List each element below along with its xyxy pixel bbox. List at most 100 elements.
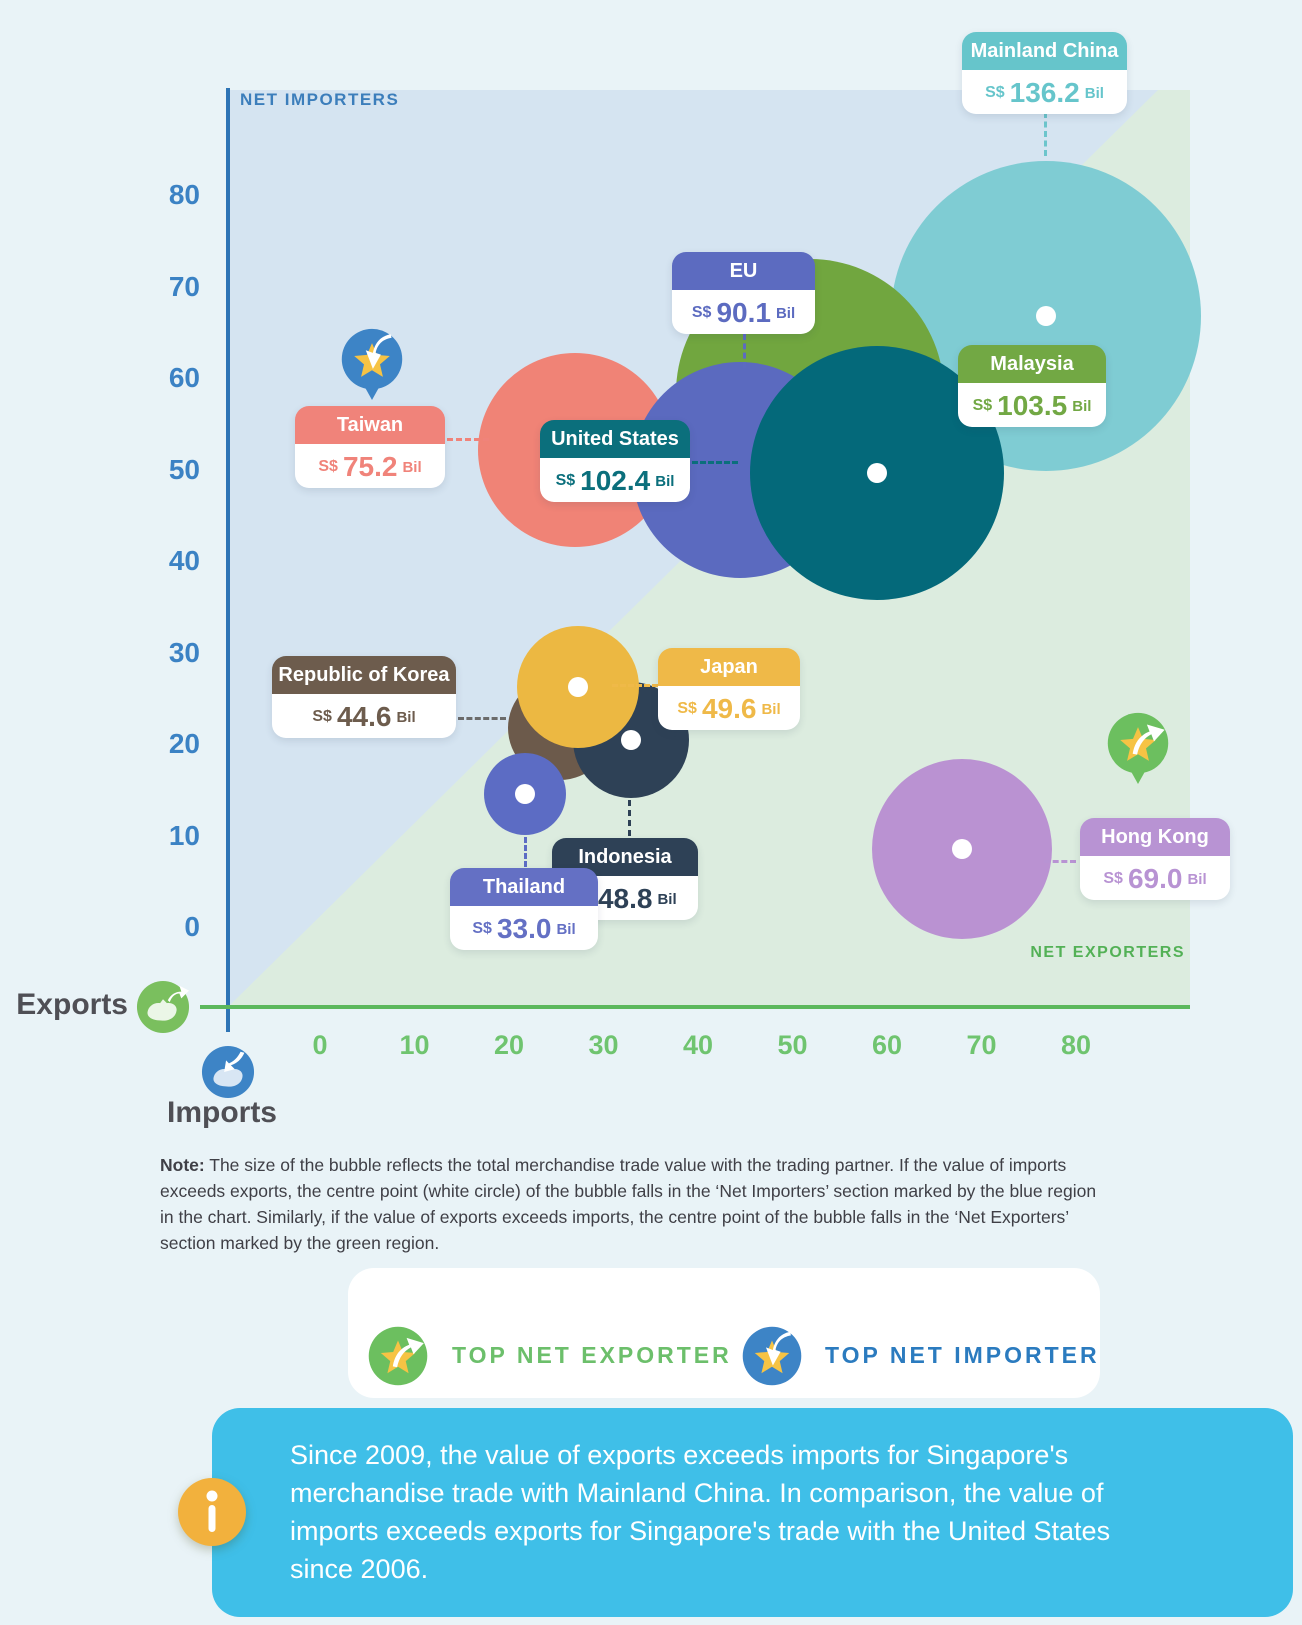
x-tick-0: 0	[312, 1030, 328, 1060]
top-net-exporter-badge-icon	[1107, 712, 1169, 784]
card-connector	[1044, 112, 1047, 156]
card-connector	[524, 837, 527, 867]
unit: Bil	[1084, 84, 1104, 102]
card-title: EU	[672, 252, 815, 290]
card-title: Thailand	[450, 868, 598, 906]
y-tick-80: 80	[168, 179, 200, 210]
x-tick-80: 80	[1060, 1030, 1092, 1060]
bubble-centre-dot-united_states	[867, 463, 887, 483]
card-title: Malaysia	[958, 345, 1106, 383]
y-tick-10: 10	[168, 819, 200, 851]
bubble-centre-dot-hong_kong	[952, 839, 972, 859]
card-title: Japan	[658, 648, 800, 686]
card-connector	[628, 800, 631, 836]
top-net-importer-label: TOP NET IMPORTER	[825, 1342, 1100, 1368]
x-tick-60: 60	[871, 1030, 903, 1060]
y-tick-30: 30	[168, 636, 200, 668]
top-net-exporter-label: TOP NET EXPORTER	[452, 1342, 732, 1368]
top-net-importer-badge-icon	[341, 328, 403, 400]
y-tick-70: 70	[168, 270, 200, 302]
value: 102.4	[580, 465, 651, 496]
x-axis-line	[200, 1005, 1190, 1009]
card-connector	[743, 334, 746, 368]
legend-card	[348, 1268, 1100, 1398]
y-tick-60: 60	[168, 362, 200, 393]
note-paragraph: Note: The size of the bubble reflects th…	[160, 1152, 1250, 1256]
value: 136.2	[1009, 77, 1080, 108]
currency: S$	[985, 84, 1005, 101]
y-axis-title: Imports	[166, 1096, 277, 1129]
x-tick-10: 10	[399, 1030, 430, 1060]
currency: S$	[318, 458, 338, 475]
y-tick-20: 20	[168, 728, 200, 759]
unit: Bil	[775, 304, 796, 322]
label-card-malaysia: Malaysia S$ 103.5 Bil	[958, 345, 1106, 427]
card-title: Taiwan	[295, 406, 445, 444]
unit: Bil	[761, 700, 781, 718]
label-card-eu: EU S$ 90.1 Bil	[672, 252, 815, 334]
label-card-thailand: Thailand S$ 33.0 Bil	[450, 868, 598, 950]
bubble-centre-dot-mainland_china	[1036, 306, 1056, 326]
currency: S$	[472, 920, 492, 937]
card-title: Hong Kong	[1080, 818, 1230, 856]
card-title: Indonesia	[552, 838, 698, 876]
currency: S$	[1103, 870, 1123, 887]
value: 75.2	[342, 451, 398, 482]
net-importers-label: NET IMPORTERS	[240, 90, 400, 109]
value: 103.5	[997, 390, 1068, 421]
unit: Bil	[657, 890, 677, 908]
exports-singapore-icon	[136, 980, 190, 1034]
card-title: United States	[540, 420, 690, 458]
card-connector	[447, 438, 489, 441]
unit: Bil	[655, 472, 675, 490]
info-text: Since 2009, the value of exports exceeds…	[290, 1440, 1111, 1584]
label-card-japan: Japan S$ 49.6 Bil	[658, 648, 800, 730]
value: 90.1	[716, 297, 771, 328]
y-axis-line	[226, 88, 230, 1032]
label-card-united-states: United States S$ 102.4 Bil	[540, 420, 690, 502]
card-title: Republic of Korea	[272, 656, 456, 694]
currency: S$	[312, 708, 332, 725]
currency: S$	[691, 304, 712, 321]
x-tick-30: 30	[588, 1030, 619, 1060]
label-card-taiwan: Taiwan S$ 75.2 Bil	[295, 406, 445, 488]
unit: Bil	[1187, 870, 1207, 888]
value: 44.6	[336, 701, 392, 732]
card-connector	[458, 717, 506, 720]
label-card-mainland-china: Mainland China S$ 136.2 Bil	[962, 32, 1127, 114]
info-box	[212, 1408, 1293, 1617]
y-tick-0: 0	[184, 911, 200, 942]
y-tick-40: 40	[168, 545, 200, 576]
label-card-republic-of-korea: Republic of Korea S$ 44.6 Bil	[272, 656, 456, 738]
x-tick-40: 40	[682, 1030, 714, 1060]
note-text: The size of the bubble reflects the tota…	[160, 1155, 1097, 1253]
card-connector	[692, 461, 738, 464]
value: 48.8	[597, 883, 653, 914]
currency: S$	[677, 700, 697, 717]
y-tick-50: 50	[168, 453, 200, 485]
x-tick-50: 50	[777, 1030, 808, 1060]
label-card-hong-kong: Hong Kong S$ 69.0 Bil	[1080, 818, 1230, 900]
unit: Bil	[1072, 397, 1092, 415]
value: 69.0	[1127, 863, 1183, 894]
bubble-centre-dot-indonesia	[621, 730, 641, 750]
card-connector	[612, 684, 658, 687]
unit: Bil	[556, 920, 576, 938]
currency: S$	[555, 472, 576, 489]
value: 49.6	[701, 693, 757, 724]
bubble-centre-dot-japan	[568, 677, 588, 697]
x-axis-title: Exports	[16, 988, 128, 1021]
net-exporters-label: NET EXPORTERS	[1030, 944, 1185, 961]
x-tick-70: 70	[966, 1030, 997, 1060]
unit: Bil	[402, 458, 422, 476]
currency: S$	[972, 397, 993, 414]
top-net-importer-icon	[742, 1326, 802, 1386]
card-connector	[1044, 860, 1076, 863]
top-net-exporter-icon	[368, 1326, 428, 1386]
card-title: Mainland China	[962, 32, 1127, 70]
note-label: Note:	[160, 1155, 205, 1175]
unit: Bil	[396, 708, 416, 726]
imports-singapore-icon	[201, 1045, 255, 1099]
